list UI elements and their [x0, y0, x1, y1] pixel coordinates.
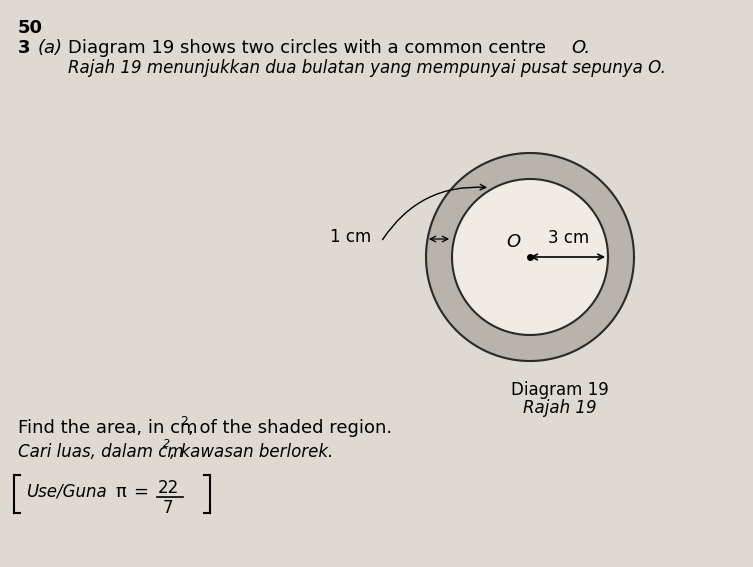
Text: (a): (a) — [38, 39, 63, 57]
Text: Find the area, in cm: Find the area, in cm — [18, 419, 197, 437]
Text: Rajah 19 menunjukkan dua bulatan yang mempunyai pusat sepunya O.: Rajah 19 menunjukkan dua bulatan yang me… — [68, 59, 666, 77]
Text: Use/Guna: Use/Guna — [26, 483, 107, 501]
Polygon shape — [452, 179, 608, 335]
Text: O.: O. — [571, 39, 590, 57]
Text: 7: 7 — [163, 499, 173, 517]
Text: Diagram 19 shows two circles with a common centre: Diagram 19 shows two circles with a comm… — [68, 39, 552, 57]
Text: 1 cm: 1 cm — [330, 228, 371, 246]
Text: , of the shaded region.: , of the shaded region. — [188, 419, 392, 437]
Text: Cari luas, dalam cm: Cari luas, dalam cm — [18, 443, 184, 461]
Text: 2: 2 — [163, 439, 170, 449]
Text: 3 cm: 3 cm — [548, 229, 590, 247]
Text: , kawasan berlorek.: , kawasan berlorek. — [170, 443, 334, 461]
Text: Diagram 19: Diagram 19 — [511, 381, 609, 399]
Text: π: π — [115, 483, 126, 501]
Text: 22: 22 — [158, 479, 179, 497]
Polygon shape — [426, 153, 634, 361]
Text: O: O — [506, 233, 520, 251]
Text: Rajah 19: Rajah 19 — [523, 399, 597, 417]
Text: 50: 50 — [18, 19, 43, 37]
Text: 3: 3 — [18, 39, 31, 57]
Text: =: = — [133, 483, 148, 501]
Text: 2: 2 — [180, 415, 188, 428]
